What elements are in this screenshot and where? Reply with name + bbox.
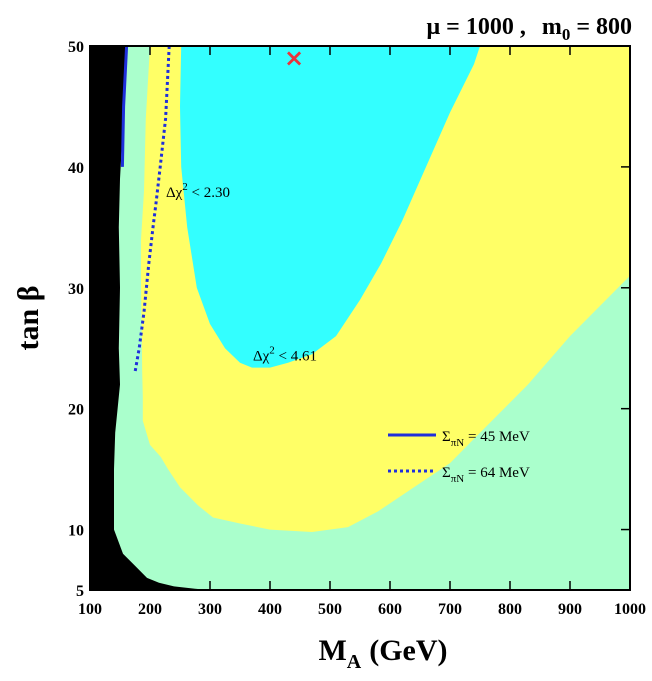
region-delta-chi2-2-30 xyxy=(180,46,480,368)
xlabel-sub: A xyxy=(347,651,362,673)
x-tick-label: 100 xyxy=(78,601,102,618)
label-delta-chi2-4-61: Δχ2 < 4.61 xyxy=(253,344,317,364)
label-230-sup: 2 xyxy=(182,181,188,193)
legend-64-sub: πN xyxy=(451,473,465,485)
title-m0: m xyxy=(542,14,562,40)
legend-64-sigma: Σ xyxy=(442,465,451,481)
x-tick-label: 500 xyxy=(318,601,342,618)
label-delta-chi2-2-30: Δχ2 < 2.30 xyxy=(166,181,230,201)
x-tick-label: 400 xyxy=(258,601,282,618)
title-mu: μ = 1000 , xyxy=(427,14,526,40)
xlabel-main: M xyxy=(318,634,346,667)
x-tick-label: 1000 xyxy=(614,601,646,618)
best-fit-marker: × xyxy=(284,44,304,72)
x-tick-label: 900 xyxy=(558,601,582,618)
line-sigma-64 xyxy=(133,46,171,373)
x-axis-ticks: 100 200 300 400 500 600 700 800 900 1000 xyxy=(78,46,646,618)
y-tick-label: 50 xyxy=(68,39,84,56)
plot-area xyxy=(90,46,630,590)
y-tick-label: 30 xyxy=(68,281,84,298)
label-461-rest: < 4.61 xyxy=(275,348,317,364)
label-230-rest: < 2.30 xyxy=(188,185,230,201)
region-excluded xyxy=(90,46,210,590)
legend: ΣπN = 45 MeV ΣπN = 64 MeV xyxy=(388,429,530,485)
title-m0-value: = 800 xyxy=(576,14,632,40)
x-tick-label: 200 xyxy=(138,601,162,618)
label-461-main: Δχ xyxy=(253,348,270,364)
x-tick-label: 600 xyxy=(378,601,402,618)
x-tick-label: 700 xyxy=(438,601,462,618)
title-m0-sub: 0 xyxy=(562,25,571,44)
label-230-main: Δχ xyxy=(166,185,183,201)
x-axis-label: MA (GeV) xyxy=(318,634,447,673)
line-sigma-45 xyxy=(120,46,129,167)
y-tick-label: 20 xyxy=(68,402,84,419)
legend-45-sigma: Σ xyxy=(442,429,451,445)
legend-45-sub: πN xyxy=(451,437,465,449)
y-tick-label: 5 xyxy=(76,583,84,600)
chart-title: μ = 1000 , m0 = 800 xyxy=(427,14,632,44)
y-tick-label: 40 xyxy=(68,160,84,177)
y-axis-label: tan β xyxy=(12,286,45,351)
legend-45-rest: = 45 MeV xyxy=(464,429,530,445)
label-461-sup: 2 xyxy=(269,344,275,356)
xlabel-unit: (GeV) xyxy=(369,634,447,667)
x-tick-label: 300 xyxy=(198,601,222,618)
x-tick-label: 800 xyxy=(498,601,522,618)
y-axis-ticks: 5 10 20 30 40 50 xyxy=(68,39,630,600)
legend-label-sigma-64: ΣπN = 64 MeV xyxy=(442,465,530,485)
legend-64-rest: = 64 MeV xyxy=(464,465,530,481)
y-tick-label: 10 xyxy=(68,523,84,540)
plot-frame xyxy=(89,45,631,591)
legend-label-sigma-45: ΣπN = 45 MeV xyxy=(442,429,530,449)
